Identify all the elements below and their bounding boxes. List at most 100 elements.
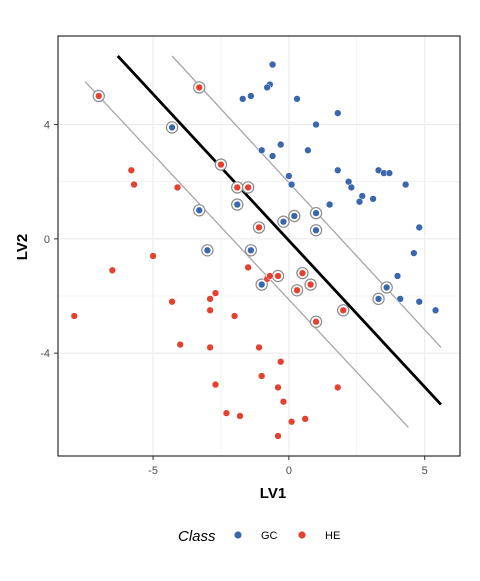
point-he-30 (258, 372, 266, 380)
point-he-20 (168, 298, 176, 306)
point-he-29 (277, 358, 285, 366)
point-he-36 (236, 412, 244, 420)
point-gc-34 (244, 244, 258, 257)
x-tick-label-0: -5 (148, 465, 158, 477)
point-gc-20 (402, 180, 410, 189)
point-gc-31 (415, 223, 423, 232)
point-gc-32 (309, 224, 323, 237)
point-gc-7 (312, 120, 320, 129)
legend-label-he: HE (325, 530, 340, 542)
point-he-9 (149, 252, 157, 260)
legend-entry-he: HE (298, 530, 340, 542)
point-he-19 (206, 295, 214, 303)
point-gc-4 (239, 95, 247, 103)
point-he-28 (255, 343, 263, 352)
legend-title: Class (178, 528, 216, 545)
point-he-3 (127, 166, 135, 174)
point-he-6 (231, 181, 244, 194)
grid (58, 36, 460, 456)
point-he-23 (70, 312, 78, 320)
x-axis-ticks: -5 0 5 (148, 456, 428, 477)
point-gc-6 (334, 109, 342, 117)
point-gc-10 (258, 146, 266, 154)
point-gc-2 (263, 83, 271, 92)
point-gc-29 (288, 209, 301, 223)
point-gc-19 (287, 180, 296, 189)
point-he-22 (337, 304, 350, 317)
point-gc-0 (268, 60, 277, 69)
legend-entries: GC HE (234, 530, 340, 542)
legend: Class GC HE (178, 528, 340, 545)
legend-label-gc: GC (261, 530, 278, 542)
point-he-17 (290, 284, 304, 297)
point-he-16 (304, 278, 317, 291)
point-he-7 (241, 181, 255, 194)
y-axis-ticks: 4 0 -4 (40, 120, 58, 360)
point-gc-23 (369, 195, 377, 203)
point-he-26 (176, 340, 184, 349)
point-gc-36 (393, 272, 402, 280)
point-gc-41 (415, 298, 423, 306)
point-he-18 (211, 289, 220, 297)
point-gc-8 (165, 121, 179, 134)
point-gc-28 (309, 206, 323, 220)
legend-entry-gc: GC (234, 530, 278, 542)
point-he-31 (211, 380, 220, 389)
point-gc-25 (325, 200, 334, 209)
point-gc-37 (255, 278, 268, 291)
point-gc-27 (193, 204, 206, 217)
point-gc-39 (372, 292, 385, 306)
point-gc-9 (277, 140, 285, 149)
point-gc-26 (231, 198, 244, 211)
point-gc-42 (431, 306, 440, 314)
point-he-27 (206, 343, 214, 352)
point-gc-40 (396, 295, 404, 303)
point-he-39 (274, 432, 282, 440)
x-tick-label-2: 5 (422, 465, 428, 477)
point-he-32 (274, 383, 282, 392)
boundary-lines (84, 55, 443, 428)
panel-border (57, 35, 461, 457)
point-he-14 (266, 272, 274, 280)
point-he-35 (222, 409, 231, 417)
point-gc-38 (380, 281, 393, 294)
point-he-24 (230, 312, 239, 320)
point-gc-24 (355, 198, 364, 206)
point-he-38 (287, 418, 296, 426)
y-tick-label-0: 4 (44, 120, 50, 132)
point-he-8 (252, 221, 266, 234)
point-gc-11 (304, 146, 312, 154)
data-points (70, 60, 440, 440)
point-he-37 (301, 415, 309, 423)
point-gc-3 (247, 92, 255, 100)
x-axis-label: LV1 (260, 485, 286, 502)
point-he-11 (244, 263, 252, 272)
point-gc-13 (334, 166, 342, 174)
point-gc-33 (201, 244, 214, 257)
y-tick-label-2: -4 (40, 348, 50, 360)
point-he-0 (92, 89, 105, 103)
point-he-33 (334, 383, 342, 392)
point-gc-35 (410, 249, 418, 257)
legend-key-he (298, 531, 306, 539)
point-he-12 (271, 269, 285, 283)
point-he-10 (108, 266, 116, 274)
x-tick-label-1: 0 (286, 465, 292, 477)
y-tick-label-1: 0 (44, 234, 50, 246)
point-gc-17 (285, 172, 293, 180)
point-gc-21 (347, 183, 356, 192)
point-gc-16 (385, 169, 394, 177)
point-he-15 (296, 266, 309, 280)
point-gc-30 (277, 215, 290, 228)
point-he-2 (214, 158, 228, 171)
legend-key-gc (234, 531, 242, 539)
point-he-1 (193, 81, 206, 94)
decision-boundary-line (116, 55, 443, 406)
point-he-21 (206, 306, 214, 314)
point-he-5 (173, 183, 182, 192)
point-he-34 (279, 398, 288, 406)
point-he-25 (309, 315, 323, 328)
point-gc-12 (268, 152, 277, 160)
